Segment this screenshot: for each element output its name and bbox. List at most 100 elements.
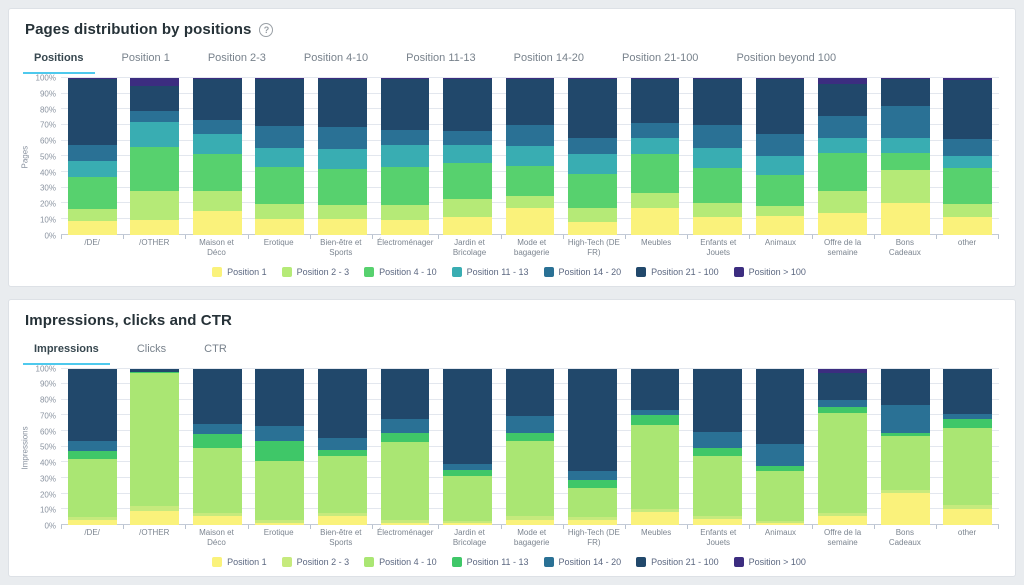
bar-segment-position-21-100[interactable] [818, 373, 868, 400]
bar-segment-position-14-20[interactable] [67, 144, 117, 161]
bar-segment-position-21-100[interactable] [693, 78, 742, 125]
tab-position-1[interactable]: Position 1 [111, 46, 181, 74]
bar-jardin-et-bricolage[interactable] [443, 78, 492, 235]
bar-segment-position-4-10[interactable] [255, 460, 305, 521]
bar-segment-position-1[interactable] [755, 215, 805, 235]
bar-segment-position-11-13[interactable] [67, 450, 117, 459]
bar-segment-position-2-3[interactable] [693, 515, 742, 519]
bar-segment-position-2-3[interactable] [505, 516, 555, 520]
bar-segment-position-21-100[interactable] [130, 85, 180, 111]
bar-segment-position-1[interactable] [192, 211, 242, 235]
bar-segment-position-2-3[interactable] [130, 190, 180, 221]
bar-segment-position-11-13[interactable] [380, 145, 430, 168]
bar-segment-position-4-10[interactable] [630, 153, 680, 194]
bar-segment-position-21-100[interactable] [755, 368, 805, 445]
bar-segment-position-14-20[interactable] [380, 129, 430, 146]
bar-segment-position-21-100[interactable] [943, 80, 993, 140]
bar-segment-position-21-100[interactable] [67, 78, 117, 145]
legend-item-position-11-13[interactable]: Position 11 - 13 [451, 266, 529, 277]
bar-segment-position-100[interactable] [755, 78, 805, 79]
bar-segment-position-2-3[interactable] [380, 204, 430, 221]
bar-segment-position-21-100[interactable] [568, 78, 617, 139]
bar-mode-et-bagagerie[interactable] [505, 78, 555, 235]
bar-segment-position-14-20[interactable] [693, 124, 742, 149]
legend-item-position-1[interactable]: Position 1 [212, 557, 267, 567]
tab-position-2-3[interactable]: Position 2-3 [197, 46, 277, 74]
bar-segment-position-21-100[interactable] [630, 78, 680, 124]
bar-segment-position-4-10[interactable] [880, 435, 930, 490]
bar-segment-position-2-3[interactable] [880, 489, 930, 493]
bar-segment-position-1[interactable] [318, 218, 367, 235]
bar-segment-position-1[interactable] [130, 510, 180, 525]
bar-segment-position-2-3[interactable] [380, 520, 430, 524]
bar-segment-position-100[interactable] [318, 78, 367, 79]
bar-segment-position-14-20[interactable] [755, 134, 805, 157]
bar-enfants-et-jouets[interactable] [693, 368, 742, 525]
bar-segment-position-2-3[interactable] [630, 193, 680, 208]
bar-segment-position-21-100[interactable] [130, 368, 180, 372]
bar-bons-cadeaux[interactable] [880, 368, 930, 525]
bar-segment-position-1[interactable] [943, 216, 993, 235]
bar-segment-position-1[interactable] [255, 218, 305, 235]
bar-segment-position-14-20[interactable] [443, 131, 492, 145]
bar-segment-position-4-10[interactable] [693, 168, 742, 204]
bar-segment-position-2-3[interactable] [755, 521, 805, 524]
bar-segment-position-4-10[interactable] [818, 413, 868, 513]
bar-segment-position-14-20[interactable] [505, 416, 555, 433]
bar-segment-position-11-13[interactable] [318, 449, 367, 457]
tab-position-11-13[interactable]: Position 11-13 [395, 46, 487, 74]
bar-other[interactable] [943, 368, 993, 525]
bar-segment-position-100[interactable] [693, 78, 742, 79]
bar-segment-position-4-10[interactable] [755, 471, 805, 522]
bar-maison-et-d-co[interactable] [192, 368, 242, 525]
bar-segment-position-4-10[interactable] [880, 153, 930, 170]
tab-impressions[interactable]: Impressions [23, 337, 110, 365]
tab-position-14-20[interactable]: Position 14-20 [503, 46, 595, 74]
bar-segment-position-14-20[interactable] [943, 413, 993, 420]
bar-segment-position-1[interactable] [943, 508, 993, 525]
legend-item-position-2-3[interactable]: Position 2 - 3 [281, 557, 349, 567]
bar-bien-tre-et-sports[interactable] [318, 78, 367, 235]
bar-segment-position-11-13[interactable] [318, 149, 367, 169]
bar-animaux[interactable] [755, 368, 805, 525]
bar-segment-position-100[interactable] [130, 78, 180, 86]
bar-segment-position-2-3[interactable] [568, 517, 617, 520]
bar-segment-position-100[interactable] [818, 368, 868, 374]
bar-segment-position-100[interactable] [568, 78, 617, 79]
legend-item-position-21-100[interactable]: Position 21 - 100 [636, 557, 719, 567]
bar-de[interactable] [67, 368, 117, 525]
legend-item-position-21-100[interactable]: Position 21 - 100 [636, 266, 719, 277]
bar-segment-position-21-100[interactable] [380, 78, 430, 130]
bar-segment-position-21-100[interactable] [755, 78, 805, 135]
bar-segment-position-100[interactable] [505, 78, 555, 79]
bar-segment-position-11-13[interactable] [818, 137, 868, 154]
bar-segment-position-1[interactable] [505, 207, 555, 235]
bar-segment-position-1[interactable] [568, 519, 617, 525]
bar-segment-position-14-20[interactable] [943, 139, 993, 156]
bar-meubles[interactable] [630, 78, 680, 235]
bar-segment-position-21-100[interactable] [255, 368, 305, 427]
bar-segment-position-14-20[interactable] [192, 119, 242, 135]
bar-segment-position-14-20[interactable] [130, 110, 180, 122]
bar-segment-position-14-20[interactable] [880, 106, 930, 138]
bar-segment-position-14-20[interactable] [630, 123, 680, 138]
bar-segment-position-1[interactable] [318, 515, 367, 525]
bar-segment-position-21-100[interactable] [380, 368, 430, 420]
bar-segment-position-1[interactable] [880, 492, 930, 525]
bar-other[interactable] [130, 368, 180, 525]
bar-segment-position-4-10[interactable] [255, 167, 305, 204]
bar-segment-position-1[interactable] [67, 221, 117, 235]
bar-segment-position-4-10[interactable] [943, 428, 993, 506]
bar-segment-position-1[interactable] [880, 203, 930, 235]
bar-segment-position-1[interactable] [380, 220, 430, 235]
bar-segment-position-1[interactable] [192, 515, 242, 525]
bar-segment-position-21-100[interactable] [943, 368, 993, 414]
bar-segment-position-2-3[interactable] [443, 198, 492, 218]
bar-segment-position-4-10[interactable] [192, 448, 242, 513]
bar-segment-position-4-10[interactable] [130, 146, 180, 191]
legend-item-position-2-3[interactable]: Position 2 - 3 [281, 266, 349, 277]
bar-meubles[interactable] [630, 368, 680, 525]
bar-segment-position-21-100[interactable] [568, 368, 617, 472]
bar-segment-position-11-13[interactable] [67, 160, 117, 177]
bar-segment-position-2-3[interactable] [943, 204, 993, 217]
